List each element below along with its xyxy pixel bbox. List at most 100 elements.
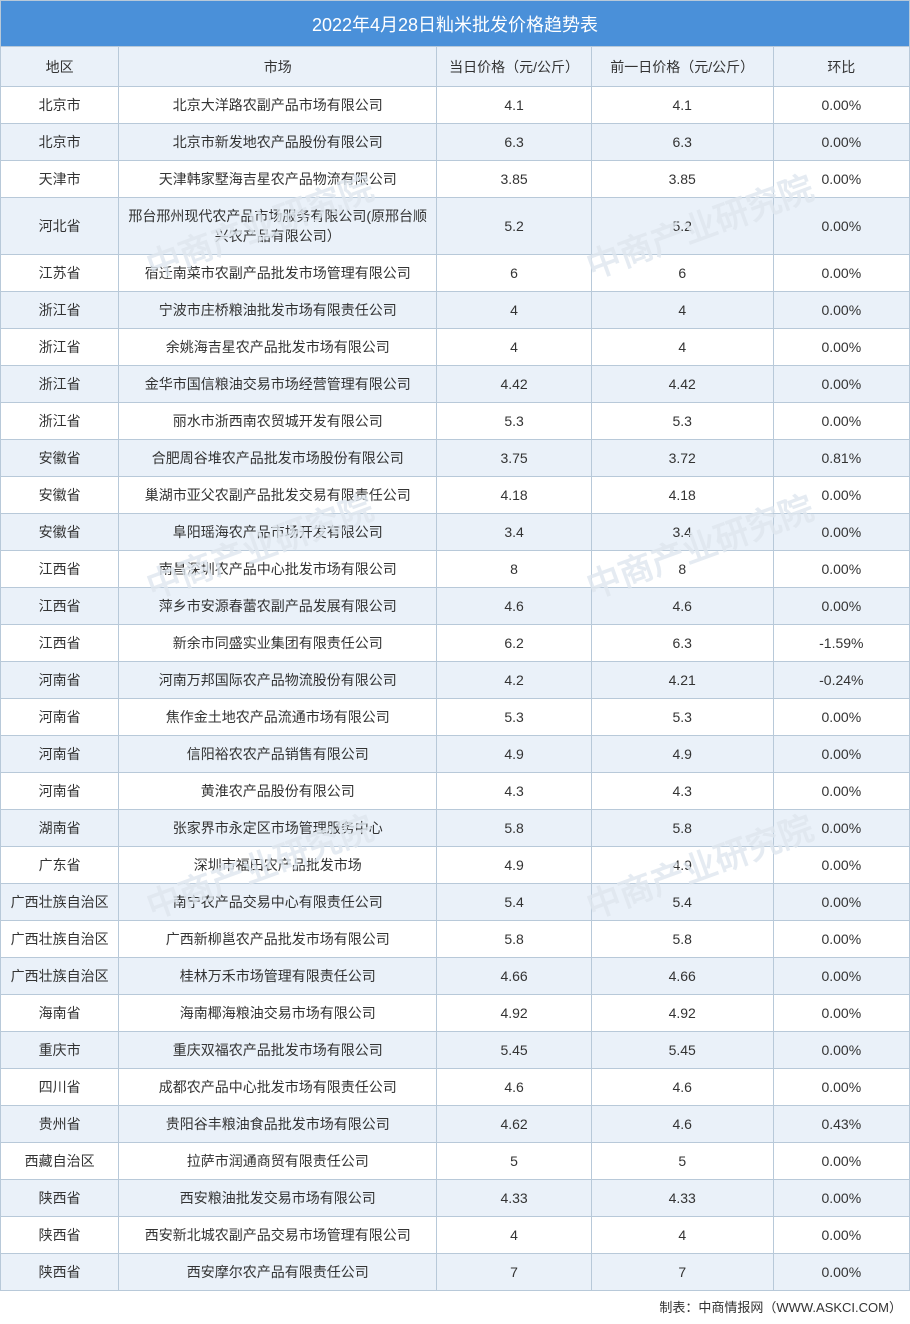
cell-today: 3.75 bbox=[437, 440, 592, 477]
cell-change: 0.00% bbox=[773, 736, 909, 773]
cell-today: 6.3 bbox=[437, 124, 592, 161]
cell-region: 安徽省 bbox=[1, 514, 119, 551]
cell-prev: 4.6 bbox=[591, 1106, 773, 1143]
cell-change: 0.00% bbox=[773, 847, 909, 884]
cell-market: 海南椰海粮油交易市场有限公司 bbox=[119, 995, 437, 1032]
table-row: 陕西省西安摩尔农产品有限责任公司770.00% bbox=[1, 1254, 910, 1291]
cell-region: 浙江省 bbox=[1, 292, 119, 329]
cell-market: 余姚海吉星农产品批发市场有限公司 bbox=[119, 329, 437, 366]
cell-change: 0.00% bbox=[773, 1032, 909, 1069]
cell-region: 江苏省 bbox=[1, 255, 119, 292]
table-row: 四川省成都农产品中心批发市场有限责任公司4.64.60.00% bbox=[1, 1069, 910, 1106]
cell-region: 北京市 bbox=[1, 87, 119, 124]
table-row: 海南省海南椰海粮油交易市场有限公司4.924.920.00% bbox=[1, 995, 910, 1032]
cell-market: 新余市同盛实业集团有限责任公司 bbox=[119, 625, 437, 662]
table-row: 河南省焦作金土地农产品流通市场有限公司5.35.30.00% bbox=[1, 699, 910, 736]
cell-prev: 4.6 bbox=[591, 588, 773, 625]
cell-change: 0.00% bbox=[773, 292, 909, 329]
col-header-today: 当日价格（元/公斤） bbox=[437, 47, 592, 87]
cell-region: 河北省 bbox=[1, 198, 119, 255]
cell-region: 河南省 bbox=[1, 736, 119, 773]
cell-change: 0.43% bbox=[773, 1106, 909, 1143]
cell-region: 安徽省 bbox=[1, 440, 119, 477]
cell-change: 0.00% bbox=[773, 366, 909, 403]
cell-market: 张家界市永定区市场管理服务中心 bbox=[119, 810, 437, 847]
cell-prev: 6.3 bbox=[591, 124, 773, 161]
cell-region: 江西省 bbox=[1, 588, 119, 625]
table-header-row: 地区 市场 当日价格（元/公斤） 前一日价格（元/公斤） 环比 bbox=[1, 47, 910, 87]
cell-market: 焦作金土地农产品流通市场有限公司 bbox=[119, 699, 437, 736]
cell-change: 0.00% bbox=[773, 995, 909, 1032]
cell-prev: 4.3 bbox=[591, 773, 773, 810]
cell-region: 浙江省 bbox=[1, 329, 119, 366]
cell-today: 4.1 bbox=[437, 87, 592, 124]
cell-today: 5.3 bbox=[437, 403, 592, 440]
cell-today: 4.9 bbox=[437, 736, 592, 773]
cell-market: 成都农产品中心批发市场有限责任公司 bbox=[119, 1069, 437, 1106]
cell-today: 6.2 bbox=[437, 625, 592, 662]
table-row: 江西省萍乡市安源春蕾农副产品发展有限公司4.64.60.00% bbox=[1, 588, 910, 625]
table-row: 江西省南昌深圳农产品中心批发市场有限公司880.00% bbox=[1, 551, 910, 588]
cell-today: 4.66 bbox=[437, 958, 592, 995]
cell-market: 萍乡市安源春蕾农副产品发展有限公司 bbox=[119, 588, 437, 625]
cell-prev: 5.8 bbox=[591, 921, 773, 958]
table-row: 湖南省张家界市永定区市场管理服务中心5.85.80.00% bbox=[1, 810, 910, 847]
cell-today: 7 bbox=[437, 1254, 592, 1291]
cell-prev: 5.8 bbox=[591, 810, 773, 847]
cell-change: 0.00% bbox=[773, 588, 909, 625]
cell-today: 6 bbox=[437, 255, 592, 292]
cell-today: 4 bbox=[437, 329, 592, 366]
col-header-change: 环比 bbox=[773, 47, 909, 87]
cell-prev: 4 bbox=[591, 292, 773, 329]
cell-prev: 4 bbox=[591, 1217, 773, 1254]
cell-prev: 4.18 bbox=[591, 477, 773, 514]
cell-prev: 4.21 bbox=[591, 662, 773, 699]
cell-market: 宁波市庄桥粮油批发市场有限责任公司 bbox=[119, 292, 437, 329]
cell-prev: 6 bbox=[591, 255, 773, 292]
cell-market: 天津韩家墅海吉星农产品物流有限公司 bbox=[119, 161, 437, 198]
cell-market: 宿迁南菜市农副产品批发市场管理有限公司 bbox=[119, 255, 437, 292]
cell-region: 江西省 bbox=[1, 551, 119, 588]
cell-today: 4 bbox=[437, 1217, 592, 1254]
cell-prev: 4.92 bbox=[591, 995, 773, 1032]
cell-prev: 3.4 bbox=[591, 514, 773, 551]
cell-region: 天津市 bbox=[1, 161, 119, 198]
cell-change: 0.00% bbox=[773, 403, 909, 440]
table-body: 北京市北京大洋路农副产品市场有限公司4.14.10.00%北京市北京市新发地农产… bbox=[1, 87, 910, 1291]
cell-change: 0.00% bbox=[773, 329, 909, 366]
table-title: 2022年4月28日籼米批发价格趋势表 bbox=[1, 1, 910, 47]
cell-region: 陕西省 bbox=[1, 1254, 119, 1291]
table-title-row: 2022年4月28日籼米批发价格趋势表 bbox=[1, 1, 910, 47]
cell-market: 信阳裕农农产品销售有限公司 bbox=[119, 736, 437, 773]
cell-market: 西安摩尔农产品有限责任公司 bbox=[119, 1254, 437, 1291]
table-row: 江苏省宿迁南菜市农副产品批发市场管理有限公司660.00% bbox=[1, 255, 910, 292]
table-row: 浙江省余姚海吉星农产品批发市场有限公司440.00% bbox=[1, 329, 910, 366]
table-row: 陕西省西安新北城农副产品交易市场管理有限公司440.00% bbox=[1, 1217, 910, 1254]
cell-change: 0.00% bbox=[773, 514, 909, 551]
cell-market: 邢台邢州现代农产品市场服务有限公司(原邢台顺兴农产品有限公司） bbox=[119, 198, 437, 255]
cell-region: 西藏自治区 bbox=[1, 1143, 119, 1180]
cell-region: 江西省 bbox=[1, 625, 119, 662]
cell-region: 浙江省 bbox=[1, 403, 119, 440]
cell-change: 0.00% bbox=[773, 551, 909, 588]
cell-market: 重庆双福农产品批发市场有限公司 bbox=[119, 1032, 437, 1069]
cell-change: 0.00% bbox=[773, 87, 909, 124]
cell-market: 西安粮油批发交易市场有限公司 bbox=[119, 1180, 437, 1217]
cell-change: 0.00% bbox=[773, 255, 909, 292]
cell-today: 5.45 bbox=[437, 1032, 592, 1069]
cell-today: 4 bbox=[437, 292, 592, 329]
cell-region: 重庆市 bbox=[1, 1032, 119, 1069]
cell-today: 3.4 bbox=[437, 514, 592, 551]
cell-prev: 6.3 bbox=[591, 625, 773, 662]
cell-market: 广西新柳邕农产品批发市场有限公司 bbox=[119, 921, 437, 958]
table-row: 广西壮族自治区桂林万禾市场管理有限责任公司4.664.660.00% bbox=[1, 958, 910, 995]
cell-market: 北京市新发地农产品股份有限公司 bbox=[119, 124, 437, 161]
cell-region: 贵州省 bbox=[1, 1106, 119, 1143]
table-row: 广西壮族自治区南宁农产品交易中心有限责任公司5.45.40.00% bbox=[1, 884, 910, 921]
cell-prev: 3.72 bbox=[591, 440, 773, 477]
cell-region: 北京市 bbox=[1, 124, 119, 161]
cell-market: 合肥周谷堆农产品批发市场股份有限公司 bbox=[119, 440, 437, 477]
cell-region: 浙江省 bbox=[1, 366, 119, 403]
cell-market: 南宁农产品交易中心有限责任公司 bbox=[119, 884, 437, 921]
cell-change: 0.81% bbox=[773, 440, 909, 477]
